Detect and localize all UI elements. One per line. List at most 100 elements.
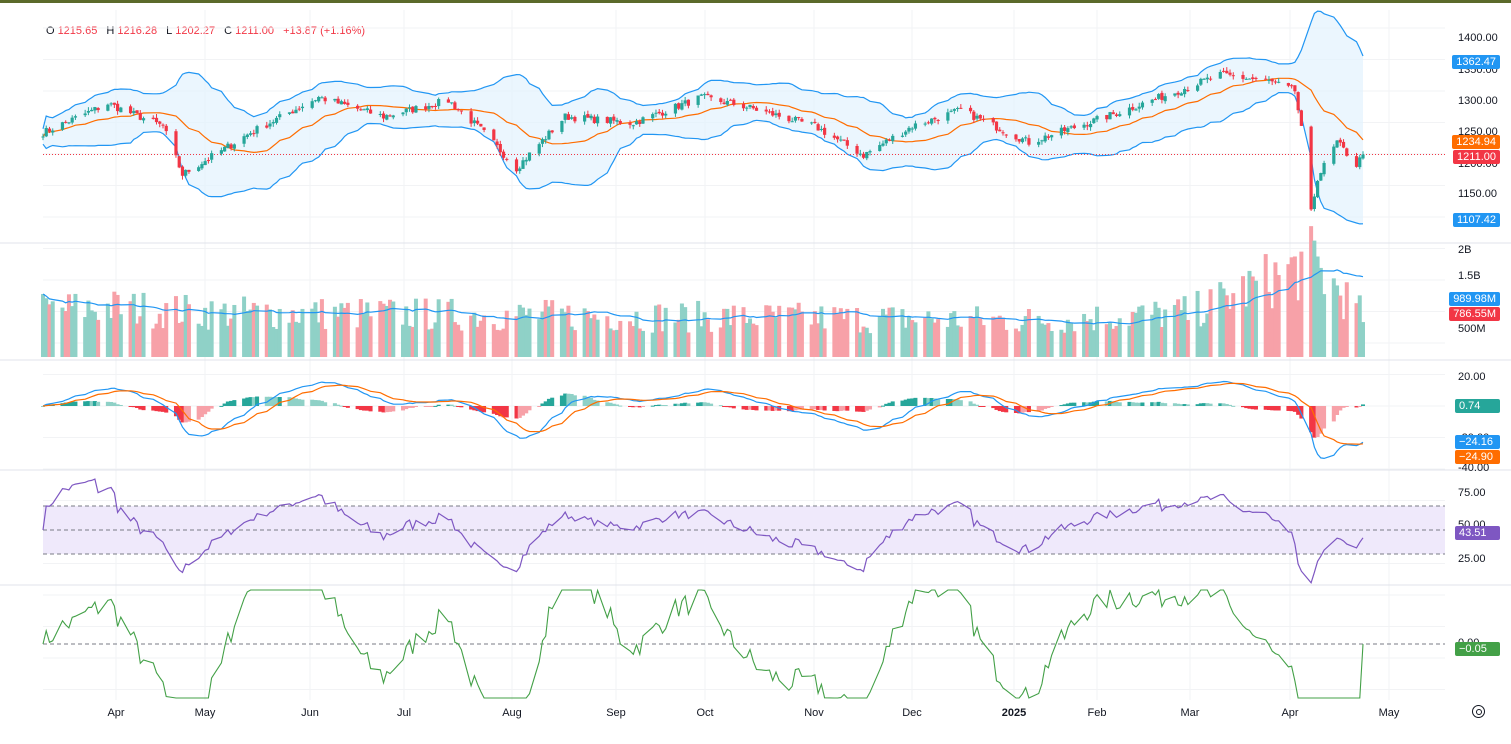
month-label: 2025 [1001, 707, 1027, 719]
macd-histogram-bar [66, 402, 71, 406]
bb-mid-tag: 1234.94 [1452, 135, 1500, 149]
volume-bar [115, 294, 120, 357]
volume-bar [608, 328, 613, 357]
candle-body [1088, 124, 1093, 128]
volume-bar [949, 313, 954, 357]
rsi-axis-label: 75.00 [1458, 487, 1486, 499]
volume-bar [634, 311, 639, 357]
month-label: May [194, 707, 216, 719]
macd-histogram-bar [410, 406, 415, 408]
volume-bar [141, 292, 146, 357]
candle-body [1225, 70, 1229, 74]
volume-bar [1117, 318, 1122, 357]
candle-body [300, 106, 305, 109]
volume-bar [112, 291, 117, 357]
candle-body [751, 105, 755, 109]
candle-body [900, 135, 905, 137]
volume-bar [981, 325, 986, 357]
macd-histogram-bar [381, 406, 386, 413]
macd-histogram-bar [887, 402, 892, 406]
rsi-tag: 43.51 [1455, 526, 1500, 540]
osc-tag: −0.05 [1455, 642, 1500, 656]
candle-body [981, 118, 986, 120]
macd-histogram-bar [456, 406, 461, 407]
candle-body [550, 130, 554, 133]
volume-bar [744, 322, 749, 357]
volume-bar [773, 317, 778, 357]
volume-bar [521, 307, 525, 357]
macd-histogram-bar [884, 403, 889, 406]
macd-histogram-bar [1085, 402, 1090, 406]
macd-histogram-bar [709, 403, 714, 406]
volume-bar [855, 308, 860, 357]
volume-bar [225, 325, 230, 357]
macd-histogram-bar [1020, 406, 1025, 413]
candle-body [1017, 139, 1021, 142]
volume-bar [676, 319, 681, 357]
macd-histogram-bar [945, 399, 950, 406]
macd-histogram-bar [958, 400, 963, 406]
candle-body [505, 158, 509, 160]
macd-histogram-bar [138, 406, 143, 410]
volume-bar [890, 307, 895, 357]
candle-body [1118, 114, 1122, 117]
volume-bar [696, 300, 701, 357]
macd-histogram-bar [1344, 406, 1349, 407]
macd-histogram-bar [751, 406, 756, 410]
macd-histogram-bar [725, 406, 730, 408]
settings-icon[interactable] [1472, 705, 1485, 718]
volume-bar [413, 298, 418, 357]
volume-bar [1309, 226, 1314, 357]
candle-body [1092, 118, 1096, 124]
candle-body [1354, 156, 1359, 167]
candle-body [359, 109, 363, 111]
volume-bar [1046, 323, 1051, 357]
volume-bar [1004, 329, 1009, 357]
candle-body [1254, 77, 1258, 79]
volume-bar [310, 308, 315, 357]
macd-histogram-bar [131, 406, 136, 408]
candle-body [1095, 116, 1099, 120]
candle-body [592, 116, 596, 124]
candle-body [44, 127, 48, 137]
volume-bar [336, 316, 341, 357]
candle-body [845, 140, 849, 146]
macd-histogram-bar [913, 397, 918, 406]
macd-histogram-bar [1221, 403, 1226, 406]
volume-bar [498, 330, 503, 357]
macd-histogram-bar [1036, 406, 1041, 412]
macd-histogram-bar [446, 404, 451, 406]
candle-body [1024, 137, 1028, 139]
volume-bar [1341, 319, 1346, 357]
volume-bar [86, 300, 91, 357]
volume-bar [923, 317, 928, 357]
macd-histogram-bar [696, 402, 701, 406]
candle-body [994, 121, 999, 131]
candle-body [1270, 79, 1274, 82]
macd-histogram-bar [1286, 406, 1291, 411]
candle-body [745, 107, 749, 109]
candle-body [1183, 89, 1187, 95]
volume-bar [135, 323, 140, 357]
candle-body [660, 112, 665, 116]
macd-histogram-bar [255, 396, 260, 406]
candle-body [884, 139, 888, 144]
volume-bar [1270, 308, 1275, 357]
candle-body [177, 156, 181, 168]
volume-bar [751, 323, 756, 357]
volume-bar [271, 327, 276, 357]
volume-bar [1013, 328, 1018, 357]
macd-histogram-bar [877, 406, 882, 408]
volume-bar [1091, 330, 1096, 357]
volume-last-tag: 786.55M [1449, 307, 1500, 321]
candle-body [1267, 79, 1271, 81]
candle-body [728, 99, 733, 101]
candle-body [492, 129, 496, 141]
candle-body [1345, 148, 1349, 156]
candle-body [106, 104, 110, 111]
candle-body [605, 116, 609, 123]
volume-bar [378, 301, 383, 357]
volume-bar [1082, 313, 1087, 357]
macd-histogram-bar [41, 406, 45, 407]
